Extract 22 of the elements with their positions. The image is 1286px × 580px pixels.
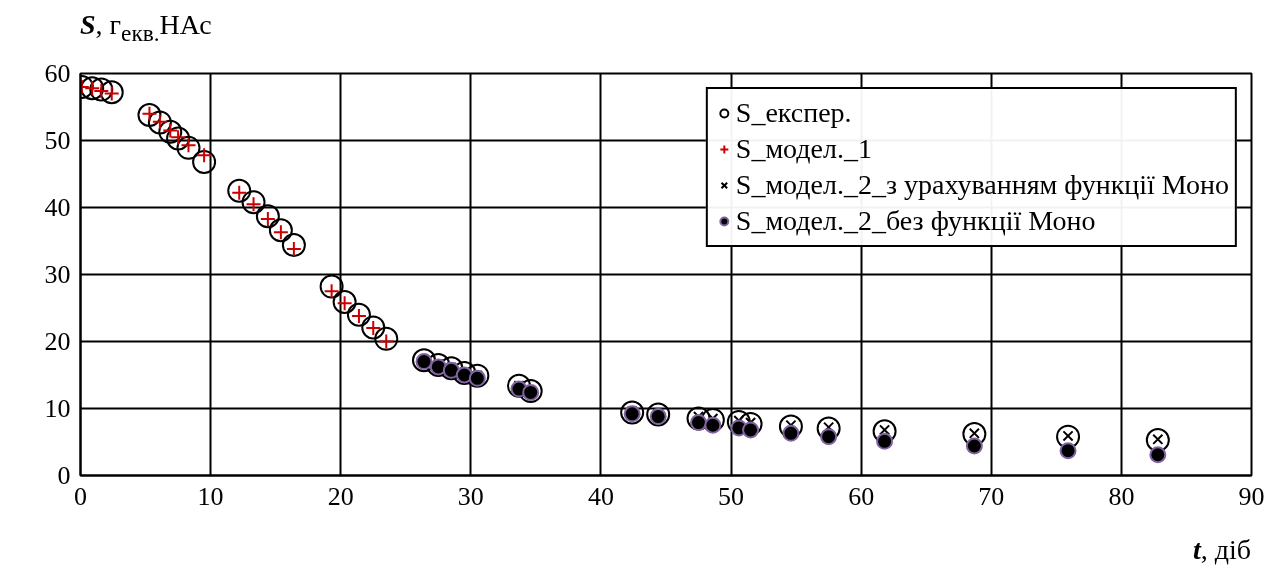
legend-label: S_експер. [735,96,852,130]
x-tick-label: 30 [457,481,484,511]
y-tick-label: 60 [44,59,71,88]
y-tick-label: 30 [44,260,71,289]
x-tick-label: 60 [848,481,875,511]
x-axis-title: t, діб [1192,533,1251,567]
legend-label: S_модел._1 [735,132,872,166]
y-tick-label: 40 [44,193,71,222]
x-tick-label: 70 [978,481,1005,511]
x-tick-label: 80 [1108,481,1135,511]
y-tick-label: 0 [57,461,71,490]
x-tick-label: 10 [197,481,224,511]
y-tick-label: 10 [44,394,71,423]
y-axis-title: S, г$_{екв.}$НАс [80,8,212,48]
x-tick-label: 90 [1238,481,1265,511]
x-tick-label: 20 [327,481,354,511]
x-tick-label: 40 [587,481,614,511]
legend-label: S_модел._2_без функції Моно [735,204,1096,238]
legend-label: S_модел._2_з урахуванням функції Моно [735,168,1229,202]
y-tick-label: 50 [44,126,71,155]
x-tick-label: 50 [718,481,745,511]
y-tick-label: 20 [44,327,71,356]
